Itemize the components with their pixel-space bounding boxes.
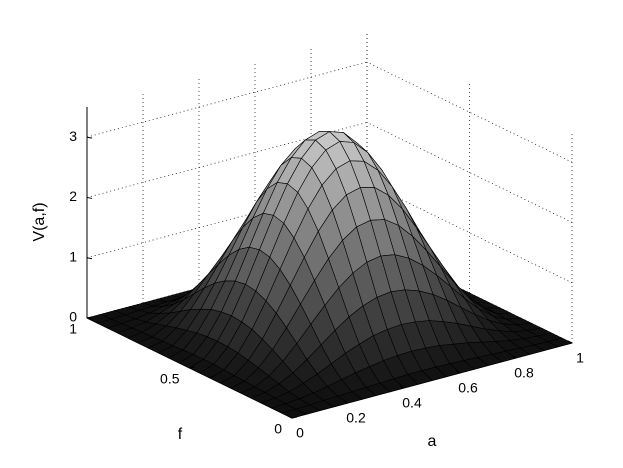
y-tick	[189, 366, 195, 369]
z-tick	[86, 136, 93, 139]
y-axis-label: f	[178, 426, 183, 443]
x-tick	[511, 355, 517, 359]
x-tick-label: 0.4	[402, 395, 422, 411]
grid-line	[86, 61, 368, 138]
grid-line	[86, 122, 368, 198]
x-tick-label: 0	[296, 425, 304, 441]
y-tick-label: 1	[69, 321, 77, 337]
y-tick-label: 0	[274, 421, 282, 437]
y-tick	[291, 416, 298, 419]
z-tick	[86, 317, 93, 320]
surface-patch	[280, 408, 307, 419]
y-tick-label: 0.5	[160, 371, 180, 387]
x-tick-label: 1	[576, 350, 584, 366]
x-tick	[399, 385, 405, 389]
x-tick	[343, 400, 349, 404]
x-tick	[455, 370, 461, 374]
z-tick	[86, 257, 93, 260]
x-axis-label: a	[428, 433, 437, 450]
z-tick	[86, 196, 93, 199]
x-tick	[287, 415, 293, 419]
x-tick	[567, 340, 573, 344]
z-tick-label: 0	[69, 309, 77, 325]
z-tick-label: 1	[69, 248, 77, 264]
x-tick-label: 0.6	[458, 380, 478, 396]
grid-line	[86, 182, 368, 259]
x-tick-label: 0.8	[514, 365, 534, 381]
z-axis-label: V(a,f)	[31, 202, 48, 241]
z-tick-label: 2	[69, 188, 77, 204]
z-tick-label: 3	[69, 128, 77, 144]
x-tick-label: 0.2	[346, 410, 366, 426]
